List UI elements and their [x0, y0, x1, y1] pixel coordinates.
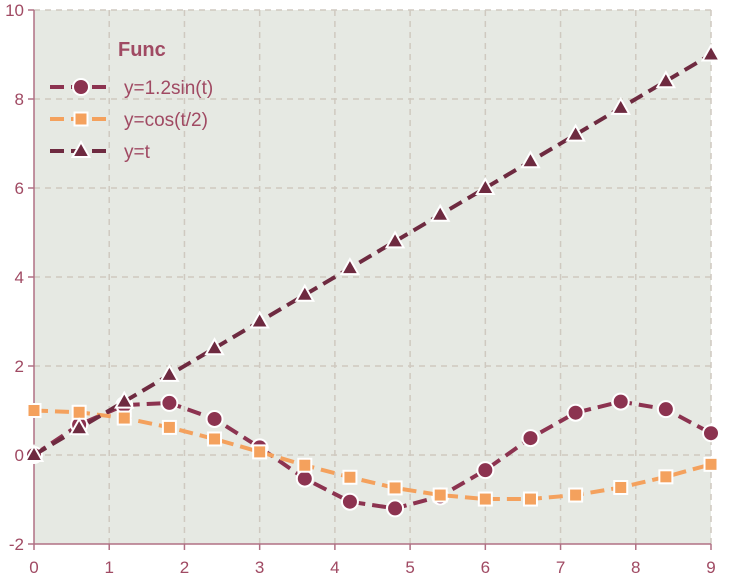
- data-point: [26, 403, 42, 418]
- data-point: [295, 469, 314, 488]
- legend-label: y=1.2sin(t): [124, 78, 213, 99]
- legend-marker: [73, 111, 89, 127]
- legend-entry: y=t: [50, 139, 151, 163]
- y-tick-label: 0: [15, 446, 24, 465]
- y-tick-label: 10: [5, 1, 24, 20]
- tick-labels: 0 1 2 3 4 5 6 7 8 9 -2 0 2 4 6 8 10: [5, 1, 716, 577]
- data-point: [71, 404, 87, 420]
- y-tick-label: 2: [15, 357, 24, 376]
- y-tick-label: 6: [15, 179, 24, 198]
- data-point: [610, 96, 631, 115]
- data-point: [429, 203, 451, 222]
- data-point: [23, 443, 45, 462]
- x-tick-label: 2: [180, 558, 189, 577]
- y-tick-label: -2: [9, 535, 24, 554]
- series: [23, 43, 722, 518]
- data-point: [159, 363, 180, 382]
- data-point: [656, 400, 675, 419]
- data-point: [477, 491, 493, 507]
- data-point: [700, 43, 722, 62]
- series-square-group: [26, 403, 719, 507]
- data-point: [476, 461, 495, 480]
- data-point: [566, 403, 585, 422]
- x-tick-label: 0: [29, 558, 38, 577]
- data-point: [475, 176, 496, 195]
- data-point: [703, 456, 719, 472]
- x-tick-label: 8: [631, 558, 640, 577]
- data-point: [658, 469, 674, 485]
- data-point: [204, 337, 225, 356]
- data-point: [611, 392, 630, 411]
- data-point: [205, 409, 224, 428]
- legend-marker: [72, 78, 90, 96]
- data-point: [297, 457, 313, 473]
- y-tick-label: 4: [15, 268, 24, 287]
- x-tick-label: 6: [481, 558, 490, 577]
- data-point: [294, 283, 316, 302]
- series-line: [33, 408, 712, 502]
- series-line: [32, 399, 712, 511]
- data-point: [340, 492, 359, 511]
- data-point: [114, 390, 135, 409]
- data-point: [68, 417, 90, 436]
- x-tick-label: 3: [255, 558, 264, 577]
- data-point: [522, 491, 538, 507]
- data-point: [384, 230, 406, 249]
- data-point: [520, 150, 541, 169]
- data-point: [386, 499, 405, 518]
- data-point: [613, 479, 629, 495]
- series-line: [32, 52, 713, 457]
- data-point: [521, 429, 540, 448]
- y-tick-label: 8: [15, 90, 24, 109]
- series-triangle-group: [23, 43, 722, 462]
- data-point: [160, 393, 179, 412]
- series-circle-group: [25, 392, 720, 518]
- legend-label: y=t: [124, 142, 151, 163]
- data-point: [252, 444, 268, 460]
- data-point: [249, 310, 270, 329]
- legend-entry: y=cos(t/2): [50, 110, 208, 131]
- data-point: [339, 257, 361, 276]
- x-tick-label: 9: [706, 558, 715, 577]
- data-point: [568, 487, 584, 503]
- data-point: [207, 431, 223, 447]
- data-point: [432, 487, 448, 503]
- x-tick-label: 4: [330, 558, 339, 577]
- data-point: [655, 70, 677, 89]
- legend-label: y=cos(t/2): [124, 110, 208, 131]
- data-point: [387, 480, 403, 496]
- legend-entry: y=1.2sin(t): [50, 78, 213, 99]
- legend-title: Func: [118, 39, 166, 61]
- data-point: [116, 410, 132, 426]
- legend: Func y=1.2sin(t) y=cos(t/2) y=t: [50, 39, 213, 163]
- x-tick-label: 1: [104, 558, 113, 577]
- data-point: [161, 419, 177, 435]
- x-tick-label: 5: [405, 558, 414, 577]
- legend-marker: [70, 139, 92, 158]
- data-point: [565, 123, 586, 142]
- x-tick-label: 7: [556, 558, 565, 577]
- data-point: [342, 469, 358, 485]
- data-point: [702, 424, 720, 443]
